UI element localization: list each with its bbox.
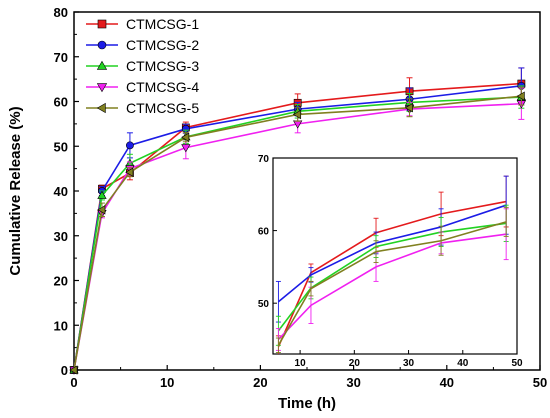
inset-x-tick-label: 40 (457, 358, 469, 369)
data-point (126, 141, 134, 150)
legend-label: CTMCSG-2 (126, 37, 199, 53)
legend-label: CTMCSG-4 (126, 79, 199, 95)
data-point (181, 132, 190, 142)
data-point (181, 144, 191, 153)
inset-y-tick-label: 70 (258, 154, 270, 165)
inset-plot-frame (272, 157, 518, 355)
legend-marker (96, 83, 108, 93)
inset-x-tick-label: 20 (349, 358, 361, 369)
legend-label: CTMCSG-5 (126, 100, 199, 116)
legend-label: CTMCSG-1 (126, 16, 199, 32)
inset-y-tick-label: 50 (258, 299, 270, 310)
data-point (69, 365, 78, 375)
y-tick-label: 50 (54, 139, 68, 154)
inset-series-group (275, 175, 509, 354)
y-tick-label: 70 (54, 50, 68, 65)
inset-series-line-5 (277, 221, 507, 346)
data-point (404, 103, 413, 113)
legend-marker (96, 60, 108, 70)
x-tick-label: 0 (70, 375, 77, 390)
y-tick-label: 30 (54, 229, 68, 244)
data-point (292, 109, 302, 120)
inset-x-tick-label: 50 (511, 358, 523, 369)
data-point (516, 91, 525, 101)
inset-y-tick-label: 60 (258, 227, 270, 238)
x-tick-label: 50 (533, 375, 547, 390)
inset-series-line-4 (277, 233, 507, 341)
x-tick-label: 20 (253, 375, 267, 390)
data-point (125, 167, 134, 177)
legend-label: CTMCSG-3 (126, 58, 199, 74)
inset-x-tick-label: 30 (403, 358, 415, 369)
y-tick-label: 0 (61, 363, 68, 378)
y-axis-title: Cumulative Release (%) (7, 106, 24, 275)
x-tick-label: 30 (346, 375, 360, 390)
legend: CTMCSG-1 CTMCSG-2 CTMCSG-3 CTMCSG-4 CTMCSG-5 (86, 16, 199, 116)
data-point (97, 190, 107, 199)
x-tick-label: 10 (160, 375, 174, 390)
inset-x-tick-label: 10 (295, 358, 307, 369)
y-tick-label: 20 (54, 274, 68, 289)
legend-marker (96, 102, 106, 114)
y-tick-label: 80 (54, 5, 68, 20)
legend-marker (97, 40, 107, 50)
legend-marker (97, 19, 107, 29)
x-tick-label: 40 (440, 375, 454, 390)
y-tick-label: 60 (54, 95, 68, 110)
main-plot-area: 0 10 20 30 40 50 0 10 20 30 40 50 60 70 80 Time (h) Cumu… (7, 5, 547, 412)
inset-plot-area: 10 20 30 40 50 50 60 70 (258, 154, 523, 369)
y-tick-label: 40 (54, 184, 68, 199)
y-tick-label: 10 (54, 318, 68, 333)
x-axis-title: Time (h) (278, 395, 336, 412)
data-point (97, 205, 106, 215)
